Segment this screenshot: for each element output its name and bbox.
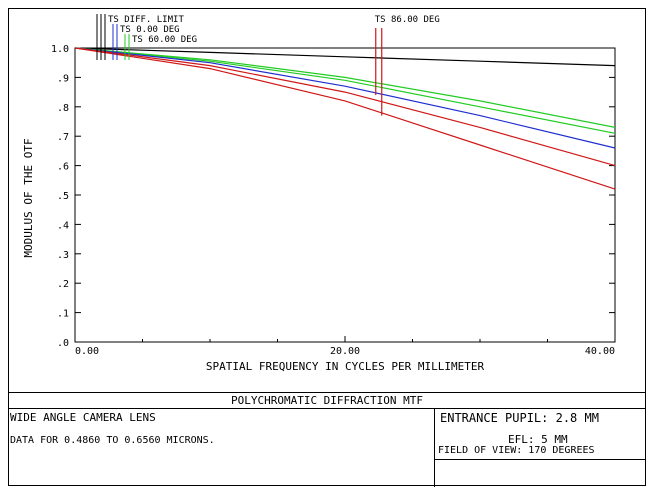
field-of-view: FIELD OF VIEW: 170 DEGREES — [438, 445, 595, 456]
footer-details-row: WIDE ANGLE CAMERA LENS DATA FOR 0.4860 T… — [8, 408, 646, 487]
x-tick-label: 40.00 — [585, 346, 615, 357]
x-tick-label: 20.00 — [330, 346, 360, 357]
wavelength-range: DATA FOR 0.4860 TO 0.6560 MICRONS. — [10, 435, 215, 446]
mtf-series-line — [74, 47, 616, 128]
field-label: TS 86.00 DEG — [375, 15, 440, 25]
x-axis-ticks: 0.00 20.00 40.00 — [74, 336, 616, 357]
y-tick-label: .3 — [57, 250, 69, 261]
mtf-series-line — [74, 47, 616, 134]
y-axis-ticks: 1.0 .9 .8 .7 .6 .5 .4 .3 .2 .1 .0 — [51, 44, 615, 349]
y-tick-label: .5 — [57, 191, 69, 202]
mtf-series-line — [74, 47, 616, 149]
y-axis-title: MODULUS OF THE OTF — [22, 138, 35, 257]
y-tick-label: .8 — [57, 103, 69, 114]
effective-focal-length: EFL: 5 MM — [508, 433, 568, 446]
x-tick-label: 0.00 — [75, 346, 99, 357]
y-tick-label: 1.0 — [51, 44, 69, 55]
footer-title-row: POLYCHROMATIC DIFFRACTION MTF — [8, 392, 646, 408]
field-label: TS 60.00 DEG — [132, 35, 197, 45]
y-tick-label: .4 — [57, 220, 69, 231]
field-label: TS 0.00 DEG — [120, 25, 180, 35]
info-panel: POLYCHROMATIC DIFFRACTION MTF WIDE ANGLE… — [8, 392, 646, 487]
y-tick-label: .6 — [57, 162, 69, 173]
field-label: TS DIFF. LIMIT — [108, 15, 184, 25]
mtf-series-line — [74, 47, 616, 67]
series-layer — [74, 47, 616, 190]
mtf-chart: 1.0 .9 .8 .7 .6 .5 .4 .3 .2 .1 .0 0.00 20.00 40.00 T… — [22, 14, 616, 373]
mtf-series-line — [74, 47, 616, 190]
footer-title: POLYCHROMATIC DIFFRACTION MTF — [230, 394, 424, 407]
y-tick-label: .0 — [57, 338, 69, 349]
y-tick-label: .2 — [57, 279, 69, 290]
details-divider — [434, 409, 435, 487]
entrance-pupil: ENTRANCE PUPIL: 2.8 MM — [440, 411, 599, 425]
mtf-report-frame — [8, 8, 646, 486]
lens-name: WIDE ANGLE CAMERA LENS — [10, 411, 156, 424]
x-axis-title: SPATIAL FREQUENCY IN CYCLES PER MILLIMET… — [206, 360, 485, 373]
mtf-series-line — [74, 47, 616, 167]
field-of-view-rule — [435, 459, 646, 460]
y-tick-label: .9 — [57, 73, 69, 84]
marker-layer — [375, 28, 383, 116]
y-tick-label: .7 — [57, 132, 69, 143]
y-tick-label: .1 — [57, 309, 69, 320]
